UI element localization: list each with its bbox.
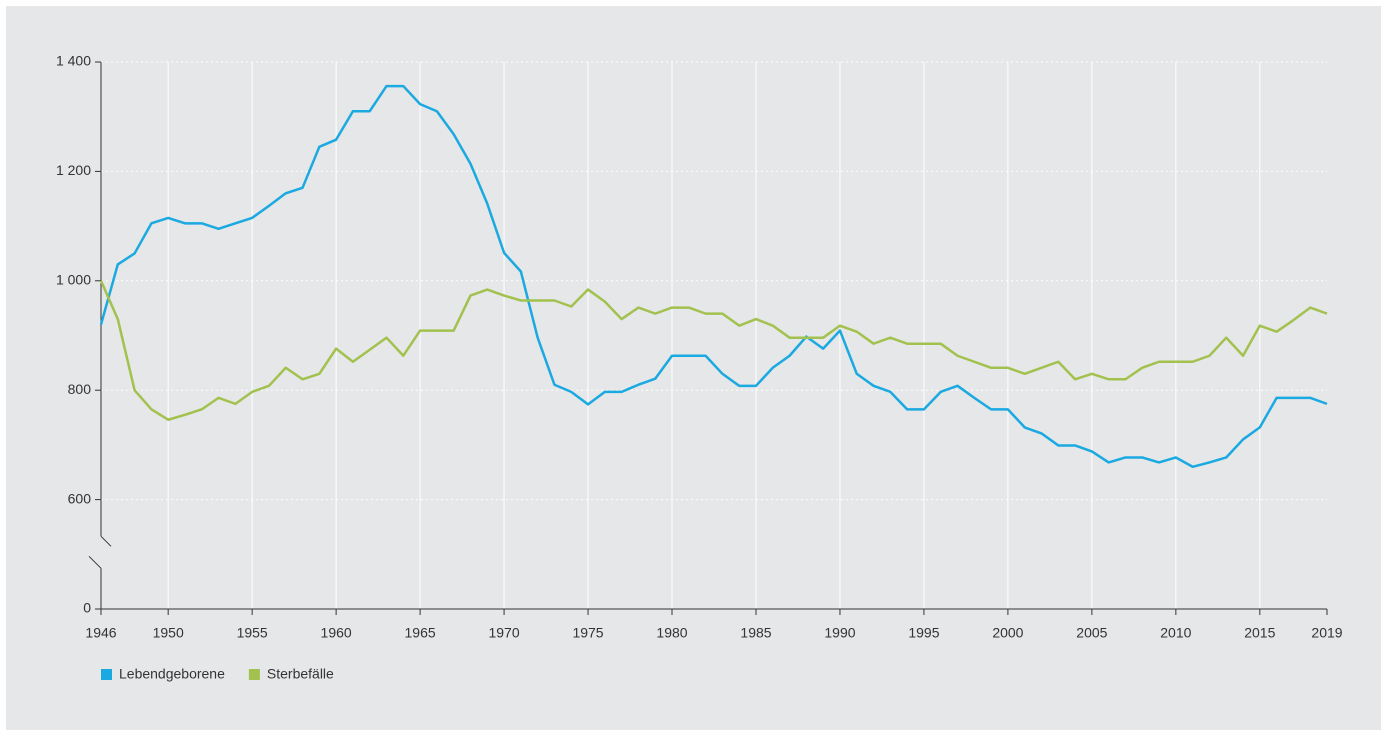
background (6, 6, 1381, 730)
x-tick-label: 2000 (992, 625, 1023, 641)
x-tick-label: 1955 (237, 625, 268, 641)
x-tick-label: 1980 (656, 625, 687, 641)
x-tick-label: 1965 (405, 625, 436, 641)
legend-swatch (248, 669, 260, 680)
x-tick-label: 2019 (1311, 625, 1342, 641)
x-tick-label: 1960 (321, 625, 352, 641)
y-tick-label: 1 000 (56, 272, 91, 288)
y-tick-label: 0 (83, 600, 91, 616)
y-tick-label: 600 (68, 490, 92, 506)
x-tick-label: 1995 (908, 625, 939, 641)
legend-label: Lebendgeborene (119, 666, 225, 682)
y-tick-label: 800 (68, 381, 92, 397)
y-tick-label: 1 200 (56, 162, 91, 178)
axis-break (88, 535, 112, 569)
y-tick-label: 1 400 (56, 53, 91, 69)
x-tick-label: 1985 (740, 625, 771, 641)
x-tick-label: 1946 (85, 625, 116, 641)
x-tick-label: 2010 (1160, 625, 1191, 641)
x-tick-label: 1990 (824, 625, 855, 641)
legend-label: Sterbefälle (267, 666, 334, 682)
x-tick-label: 1950 (153, 625, 184, 641)
line-series (99, 280, 1328, 421)
legend-swatch (101, 669, 112, 680)
line-series (99, 84, 1328, 469)
x-tick-label: 1975 (572, 625, 603, 641)
x-tick-label: 1970 (488, 625, 519, 641)
x-tick-label: 2005 (1076, 625, 1107, 641)
x-tick-label: 2015 (1244, 625, 1275, 641)
